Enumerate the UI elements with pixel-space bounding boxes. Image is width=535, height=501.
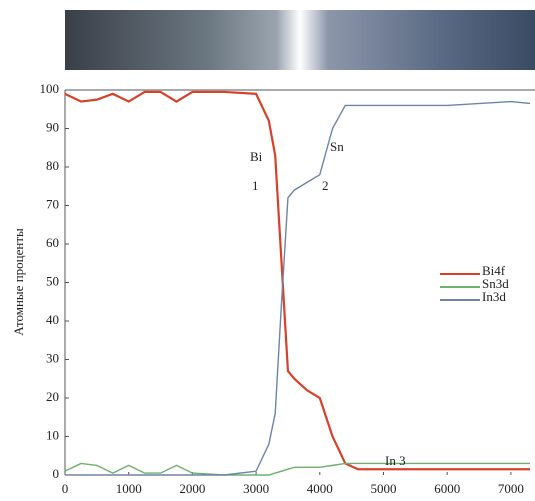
y-tick-label: 80 xyxy=(46,158,59,173)
annotation: 2 xyxy=(322,178,329,193)
x-tick-label: 3000 xyxy=(243,481,269,496)
x-tick-label: 1000 xyxy=(116,481,142,496)
legend-label: Sn3d xyxy=(482,276,509,291)
y-tick-label: 100 xyxy=(40,81,60,96)
x-tick-label: 2000 xyxy=(179,481,205,496)
annotation: 1 xyxy=(252,178,259,193)
legend-label: Bi4f xyxy=(482,263,506,278)
annotation: Bi xyxy=(250,149,263,164)
data-line xyxy=(64,90,530,471)
y-tick-label: 90 xyxy=(46,119,59,134)
micrograph xyxy=(65,10,535,70)
y-tick-label: 50 xyxy=(46,273,59,288)
x-tick-label: 6000 xyxy=(434,481,460,496)
data-line xyxy=(64,462,530,476)
y-tick-label: 30 xyxy=(46,350,59,365)
x-tick-label: 5000 xyxy=(370,481,396,496)
annotation: Sn xyxy=(330,139,344,154)
y-tick-label: 70 xyxy=(46,196,59,211)
x-tick-label: 7000 xyxy=(498,481,524,496)
y-tick-label: 60 xyxy=(46,235,59,250)
y-tick-label: 40 xyxy=(46,312,59,327)
y-tick-label: 0 xyxy=(53,466,60,481)
data-line xyxy=(65,100,531,476)
x-tick-label: 4000 xyxy=(307,481,333,496)
y-tick-label: 10 xyxy=(46,427,59,442)
annotation: In 3 xyxy=(385,453,406,468)
y-tick-label: 20 xyxy=(46,389,59,404)
x-tick-label: 0 xyxy=(62,481,69,496)
y-axis-label: Атомные проценты xyxy=(11,228,26,336)
legend-label: In3d xyxy=(482,289,506,304)
